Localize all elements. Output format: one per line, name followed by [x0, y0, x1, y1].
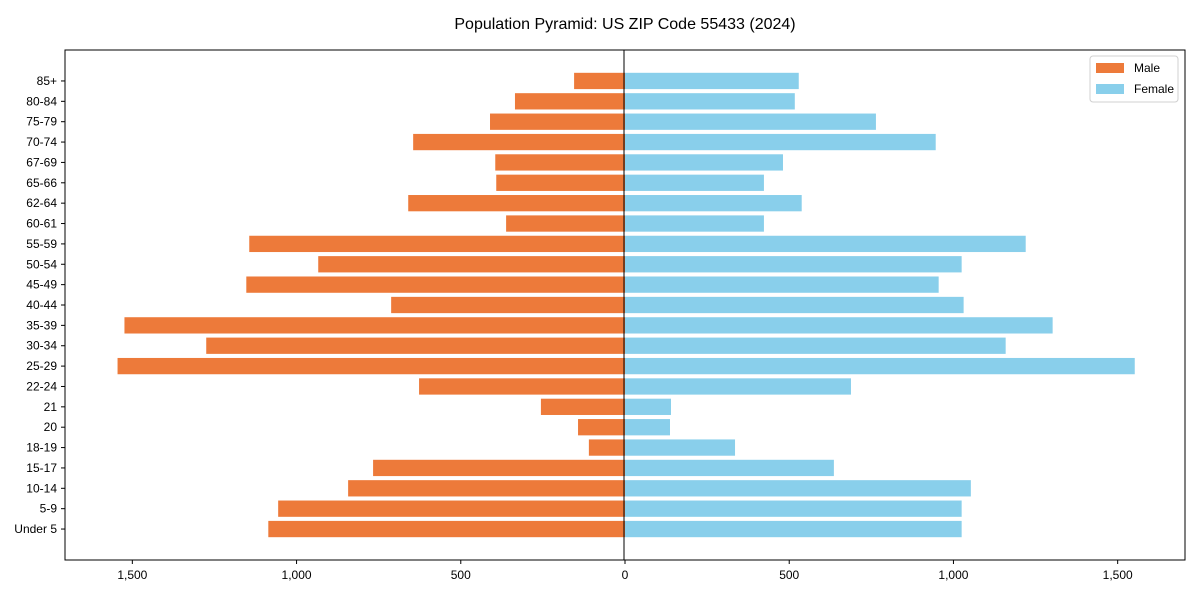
bar-male-20 — [578, 419, 625, 436]
legend: Male Female — [1089, 55, 1179, 103]
bar-male-25-29 — [117, 357, 625, 375]
x-tick-label: 0 — [622, 568, 629, 582]
bar-male-60-61 — [506, 215, 625, 232]
bar-male-30-34 — [206, 337, 625, 354]
bar-male-65-66 — [496, 174, 625, 191]
bar-female-55-59 — [625, 235, 1026, 253]
bar-male-10-14 — [348, 480, 625, 497]
x-tick-label: 500 — [451, 568, 471, 582]
chart-title: Population Pyramid: US ZIP Code 55433 (2… — [454, 16, 795, 33]
y-tick-label: 55-59 — [26, 237, 57, 251]
y-tick-label: 15-17 — [26, 461, 57, 475]
y-tick-label: 5-9 — [40, 502, 58, 516]
bar-female-15-17 — [625, 459, 834, 477]
bar-female-75-79 — [625, 113, 876, 130]
bar-male-22-24 — [419, 378, 625, 395]
bar-female-85+ — [625, 72, 799, 90]
bar-female-30-34 — [625, 337, 1006, 354]
bar-female-70-74 — [625, 133, 936, 151]
y-tick-label: 21 — [44, 400, 58, 414]
bar-male-35-39 — [124, 317, 626, 334]
bar-female-35-39 — [625, 317, 1053, 334]
y-tick-label: 22-24 — [26, 379, 57, 393]
bar-male-18-19 — [588, 439, 625, 456]
y-tick-label: 85+ — [37, 74, 57, 88]
bar-male-15-17 — [373, 459, 625, 477]
x-tick-label: 1,500 — [117, 568, 147, 582]
y-tick-label: 35-39 — [26, 318, 57, 332]
bar-female-45-49 — [625, 276, 939, 293]
y-tick-label: 65-66 — [26, 176, 57, 190]
x-tick-label: 1,500 — [1103, 568, 1133, 582]
y-tick-label: Under 5 — [14, 522, 57, 536]
y-tick-label: 60-61 — [26, 217, 57, 231]
bar-female-25-29 — [625, 357, 1135, 375]
legend-label-male: Male — [1134, 61, 1160, 75]
x-tick-label: 1,000 — [938, 568, 968, 582]
y-tick-label: 25-29 — [26, 359, 57, 373]
x-tick-label: 500 — [779, 568, 799, 582]
bar-male-50-54 — [318, 256, 625, 273]
bar-female-5-9 — [625, 500, 962, 517]
bar-male-under-5 — [268, 520, 625, 538]
bar-female-22-24 — [625, 378, 851, 395]
bar-female-10-14 — [625, 480, 971, 497]
y-tick-label: 20 — [44, 420, 58, 434]
bars-group — [117, 72, 1135, 538]
y-tick-label: 18-19 — [26, 441, 57, 455]
bar-female-62-64 — [625, 195, 802, 212]
y-tick-label: 80-84 — [26, 94, 57, 108]
bar-female-67-69 — [625, 154, 783, 171]
bar-female-65-66 — [625, 174, 764, 191]
bar-male-67-69 — [495, 154, 625, 171]
legend-swatch-female — [1096, 84, 1124, 94]
y-tick-label: 67-69 — [26, 155, 57, 169]
bar-male-45-49 — [246, 276, 625, 293]
y-tick-label: 50-54 — [26, 257, 57, 271]
bar-male-55-59 — [249, 235, 626, 253]
y-tick-label: 30-34 — [26, 339, 57, 353]
bar-male-75-79 — [490, 113, 625, 130]
y-tick-label: 75-79 — [26, 115, 57, 129]
y-tick-label: 10-14 — [26, 481, 57, 495]
bar-female-18-19 — [625, 439, 736, 456]
y-tick-label: 62-64 — [26, 196, 57, 210]
bar-male-80-84 — [514, 93, 625, 110]
bar-female-20 — [625, 419, 670, 436]
y-tick-label: 70-74 — [26, 135, 57, 149]
bar-female-40-44 — [625, 296, 964, 314]
bar-female-80-84 — [625, 93, 795, 110]
bar-male-21 — [540, 398, 625, 415]
bar-male-85+ — [574, 72, 625, 90]
bar-male-5-9 — [278, 500, 625, 517]
bar-female-under-5 — [625, 520, 962, 538]
plot-frame — [64, 49, 1186, 561]
bar-male-70-74 — [413, 133, 625, 151]
y-axis: Under 5 5-9 10-14 15-17 18-19 20 21 22-24 25-29 3… — [14, 74, 65, 536]
bar-female-21 — [625, 398, 671, 415]
legend-label-female: Female — [1134, 82, 1174, 96]
y-tick-label: 40-44 — [26, 298, 57, 312]
bar-female-50-54 — [625, 256, 962, 273]
bar-male-40-44 — [391, 296, 625, 314]
x-axis: 1,500 1,000 500 0 500 1,000 1,500 — [117, 560, 1133, 582]
bar-female-60-61 — [625, 215, 764, 232]
y-tick-label: 45-49 — [26, 278, 57, 292]
x-tick-label: 1,000 — [282, 568, 312, 582]
legend-swatch-male — [1096, 63, 1124, 73]
bar-male-62-64 — [408, 195, 625, 212]
